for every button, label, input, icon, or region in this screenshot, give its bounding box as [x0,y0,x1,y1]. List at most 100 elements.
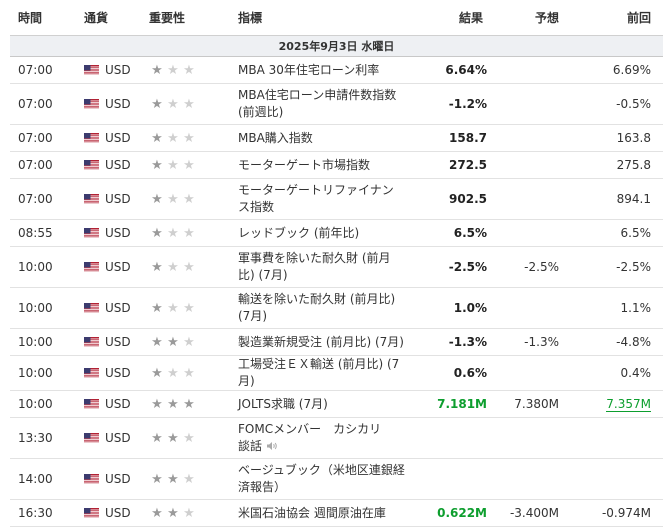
table-row[interactable]: 07:00 USD ★ ★ ★ MBA住宅ローン申請件数指数 (前週比) -1.2%… [10,83,663,125]
event-name-text[interactable]: 軍事費を除いた耐久財 (前月比) (7月) [238,251,391,282]
actual-value: 272.5 [411,151,495,179]
table-row[interactable]: 13:30 USD ★ ★ ★ FOMCメンバー カシカリ 談話 [10,417,663,459]
currency-code: USD [105,397,131,411]
event-name[interactable]: MBA購入指数 [230,124,411,152]
col-time-header: 時間 [10,0,76,36]
speaker-icon[interactable] [266,441,278,451]
event-name[interactable]: 工場受注ＥＸ輸送 (前月比) (7月) [230,355,411,391]
table-row[interactable]: 07:00 USD ★ ★ ★ モーターゲート市場指数 272.5 275.8 [10,151,663,179]
actual-value: 902.5 [411,178,495,220]
event-name[interactable]: 輸送を除いた耐久財 (前月比) (7月) [230,287,411,329]
event-currency: USD [76,56,141,84]
star-icon: ★ [167,397,179,412]
star-icon: ★ [151,472,163,487]
event-name-text[interactable]: 米国石油協会 週間原油在庫 [238,505,386,520]
table-row[interactable]: 10:00 USD ★ ★ ★ JOLTS求職 (7月) 7.181M 7.380M… [10,390,663,418]
actual-value: 7.181M [411,390,495,418]
table-row[interactable]: 16:30 USD ★ ★ ★ 米国石油協会 週間原油在庫 0.622M -3.40… [10,499,663,527]
event-name-text[interactable]: JOLTS求職 (7月) [238,396,328,411]
table-row[interactable]: 14:00 USD ★ ★ ★ ベージュブック（米地区連銀経済報告） [10,458,663,500]
us-flag-icon [84,399,99,409]
importance-stars: ★ ★ ★ [141,151,230,179]
star-icon: ★ [167,158,179,173]
previous-value: 894.1 [571,178,663,220]
star-icon: ★ [151,97,163,112]
event-name[interactable]: MBA住宅ローン申請件数指数 (前週比) [230,83,411,125]
us-flag-icon [84,160,99,170]
previous-value-text: 7.357M [606,397,651,412]
importance-stars: ★ ★ ★ [141,246,230,288]
forecast-value [495,458,571,500]
event-name[interactable]: JOLTS求職 (7月) [230,390,411,418]
previous-value: 1.1% [571,287,663,329]
event-currency: USD [76,83,141,125]
event-name[interactable]: モーターゲートリファイナンス指数 [230,178,411,220]
previous-value: 6.69% [571,56,663,84]
event-name[interactable]: 米国石油協会 週間原油在庫 [230,499,411,527]
us-flag-icon [84,337,99,347]
previous-value-text: -0.5% [616,97,651,111]
table-row[interactable]: 07:00 USD ★ ★ ★ モーターゲートリファイナンス指数 902.5 894… [10,178,663,220]
table-row[interactable]: 07:00 USD ★ ★ ★ MBA購入指数 158.7 163.8 [10,124,663,152]
star-icon: ★ [183,472,195,487]
forecast-value [495,56,571,84]
star-icon: ★ [167,192,179,207]
event-name[interactable]: ベージュブック（米地区連銀経済報告） [230,458,411,500]
star-icon: ★ [183,301,195,316]
table-row[interactable]: 07:00 USD ★ ★ ★ MBA 30年住宅ローン利率 6.64% 6.69% [10,56,663,84]
currency-code: USD [105,472,131,486]
event-name-text[interactable]: レッドブック (前年比) [238,225,360,240]
us-flag-icon [84,99,99,109]
event-name[interactable]: 軍事費を除いた耐久財 (前月比) (7月) [230,246,411,288]
currency-code: USD [105,158,131,172]
event-name-text[interactable]: 製造業新規受注 (前月比) (7月) [238,334,404,349]
currency-code: USD [105,97,131,111]
event-name-text[interactable]: ベージュブック（米地区連銀経済報告） [238,463,405,494]
event-currency: USD [76,390,141,418]
table-row[interactable]: 08:55 USD ★ ★ ★ レッドブック (前年比) 6.5% 6.5% [10,219,663,247]
importance-stars: ★ ★ ★ [141,219,230,247]
event-name-text[interactable]: モーターゲート市場指数 [238,157,371,172]
event-time: 10:00 [10,355,76,391]
event-name[interactable]: FOMCメンバー カシカリ 談話 [230,417,411,459]
event-name-text[interactable]: MBA 30年住宅ローン利率 [238,62,380,77]
col-event-header: 指標 [230,0,411,36]
event-name-text[interactable]: MBA住宅ローン申請件数指数 (前週比) [238,88,397,119]
forecast-value: -2.5% [495,246,571,288]
event-name[interactable]: 製造業新規受注 (前月比) (7月) [230,328,411,356]
forecast-value [495,287,571,329]
star-icon: ★ [183,335,195,350]
actual-value: -1.2% [411,83,495,125]
event-name[interactable]: モーターゲート市場指数 [230,151,411,179]
star-icon: ★ [167,506,179,521]
previous-value: -2.5% [571,246,663,288]
table-row[interactable]: 10:00 USD ★ ★ ★ 製造業新規受注 (前月比) (7月) -1.3% -… [10,328,663,356]
table-header: 時間 通貨 重要性 指標 結果 予想 前回 [10,0,663,36]
table-row[interactable]: 10:00 USD ★ ★ ★ 軍事費を除いた耐久財 (前月比) (7月) -2.5… [10,246,663,288]
col-forecast-header: 予想 [495,0,571,36]
previous-value-text: 894.1 [616,192,651,206]
event-name-text[interactable]: 工場受注ＥＸ輸送 (前月比) (7月) [238,357,400,388]
star-icon: ★ [167,472,179,487]
event-name-text[interactable]: MBA購入指数 [238,130,313,145]
event-name[interactable]: MBA 30年住宅ローン利率 [230,56,411,84]
event-name-text[interactable]: モーターゲートリファイナンス指数 [238,183,394,214]
actual-value: 0.6% [411,355,495,391]
col-importance-header: 重要性 [141,0,230,36]
table-row[interactable]: 10:00 USD ★ ★ ★ 工場受注ＥＸ輸送 (前月比) (7月) 0.6% 0… [10,355,663,391]
star-icon: ★ [183,226,195,241]
previous-value-text: -4.8% [616,335,651,349]
economic-calendar: 時間 通貨 重要性 指標 結果 予想 前回 2025年9月3日 水曜日 07:0… [10,0,663,527]
event-name[interactable]: レッドブック (前年比) [230,219,411,247]
event-currency: USD [76,417,141,459]
star-icon: ★ [167,97,179,112]
previous-value-text: 163.8 [616,131,651,145]
forecast-value [495,417,571,459]
event-name-text[interactable]: 輸送を除いた耐久財 (前月比) (7月) [238,292,396,323]
event-name-text[interactable]: FOMCメンバー カシカリ 談話 [238,422,394,453]
star-icon: ★ [183,366,195,381]
event-time: 07:00 [10,151,76,179]
star-icon: ★ [151,301,163,316]
star-icon: ★ [183,260,195,275]
table-row[interactable]: 10:00 USD ★ ★ ★ 輸送を除いた耐久財 (前月比) (7月) 1.0% … [10,287,663,329]
